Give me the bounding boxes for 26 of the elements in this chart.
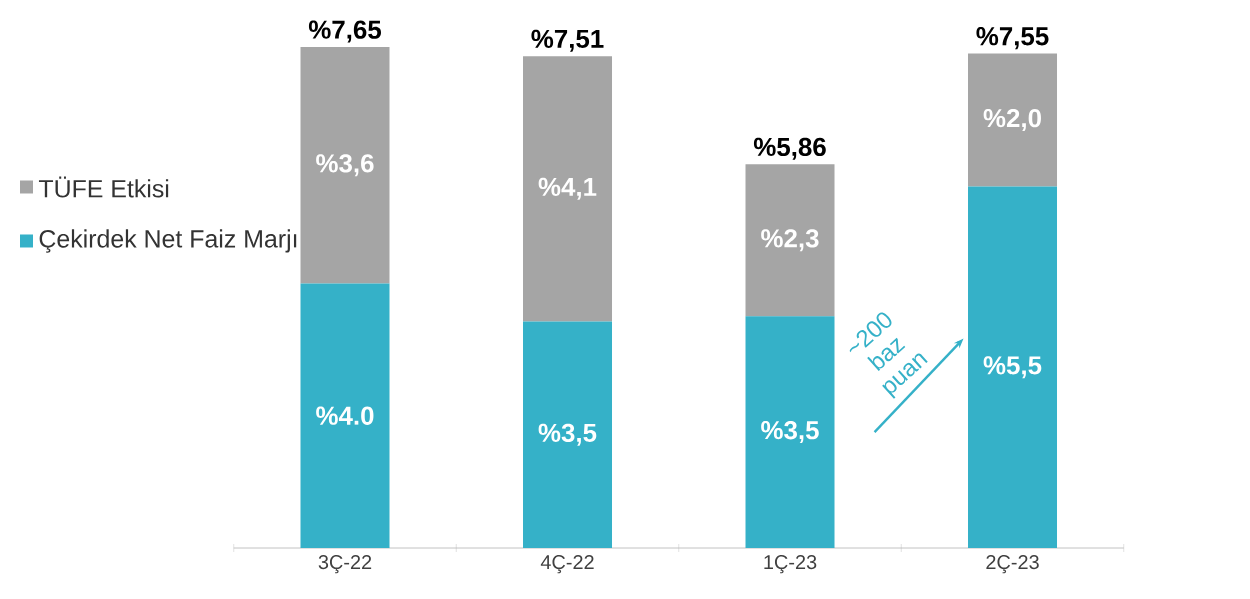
data-label: %2,3 (761, 229, 819, 252)
x-tick-label: 3Ç-22 (318, 555, 372, 574)
bar (300, 283, 390, 548)
bar (300, 47, 390, 284)
bar (745, 164, 835, 317)
bar (745, 316, 835, 548)
data-label: %3,5 (761, 421, 819, 444)
legend-label: Çekirdek Net Faiz Marjı (39, 229, 297, 253)
data-label: %5,5 (983, 356, 1042, 379)
x-tick-label: 4Ç-22 (540, 555, 594, 574)
total-label: %7,65 (308, 20, 381, 43)
total-label: %5,86 (753, 137, 826, 160)
legend-label: TÜFE Etkisi (38, 176, 169, 198)
bar (523, 321, 613, 548)
data-label: %3,6 (316, 154, 374, 177)
data-label: %4.0 (316, 406, 374, 425)
bar (523, 56, 613, 322)
bar (968, 186, 1058, 548)
data-label: %4,1 (538, 177, 597, 200)
data-label: %2,0 (983, 108, 1041, 132)
data-label: %3,5 (538, 423, 597, 446)
total-label: %7,51 (531, 29, 604, 52)
bar (968, 53, 1058, 187)
total-label: %7,55 (976, 27, 1049, 50)
x-tick-label: 1Ç-23 (764, 555, 817, 574)
x-tick-label: 2Ç-23 (986, 555, 1039, 574)
